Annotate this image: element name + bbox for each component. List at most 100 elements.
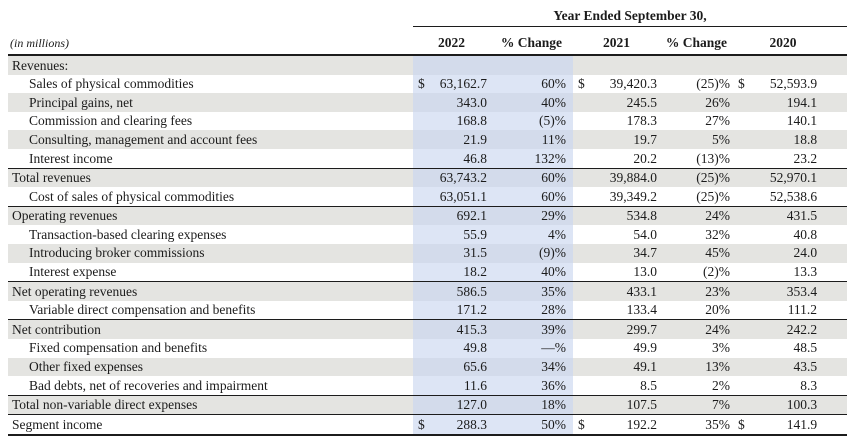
- value-text: 23%: [705, 283, 730, 299]
- value-2021: 20.2: [573, 148, 660, 169]
- table-row: Segment income $288.3 50% $192.2 35% $14…: [8, 414, 848, 436]
- value-text: (25)%: [696, 76, 730, 92]
- value-2022: 415.3: [413, 319, 490, 339]
- value-text: 245.5: [626, 94, 657, 110]
- value-pct-change-1: 18%: [490, 395, 573, 416]
- value-text: 178.3: [626, 113, 657, 129]
- value-text: 43.5: [793, 359, 818, 375]
- value-2021: 245.5: [573, 93, 660, 112]
- table-row: Other fixed expenses 65.6 34% 49.1 13% 4…: [8, 357, 848, 377]
- value-text: 39,420.3: [609, 76, 657, 92]
- table-row: Operating revenues 692.1 29% 534.8 24% 4…: [8, 206, 848, 226]
- row-label: Interest income: [8, 148, 413, 169]
- table-row: Revenues:: [8, 55, 848, 75]
- value-text: 63,051.1: [439, 188, 487, 204]
- value-2020: $141.9: [733, 414, 848, 436]
- value-text: 49.1: [633, 359, 657, 375]
- value-pct-change-2: 3%: [660, 338, 733, 358]
- table-row: Bad debts, net of recoveries and impairm…: [8, 376, 848, 396]
- row-label: Cost of sales of physical commodities: [8, 187, 413, 207]
- table-row: Sales of physical commodities $63,162.7 …: [8, 74, 848, 94]
- value-2021: $39,420.3: [573, 74, 660, 94]
- value-text: 288.3: [456, 416, 487, 432]
- value-text: (9)%: [539, 245, 566, 261]
- value-text: 11.6: [463, 377, 487, 393]
- value-2020: 140.1: [733, 111, 848, 131]
- value-pct-change-1: 39%: [490, 319, 573, 339]
- value-text: 127.0: [456, 397, 487, 413]
- value-2020: [733, 55, 848, 75]
- value-pct-change-1: 50%: [490, 414, 573, 436]
- value-pct-change-2: (25)%: [660, 187, 733, 207]
- row-label: Interest expense: [8, 262, 413, 283]
- value-text: 100.3: [786, 397, 818, 413]
- value-text: 63,743.2: [439, 170, 487, 186]
- value-text: 7%: [712, 397, 730, 413]
- table-row: Commission and clearing fees 168.8 (5)% …: [8, 111, 848, 131]
- value-text: 18.2: [463, 264, 487, 280]
- value-text: 40.8: [793, 226, 818, 242]
- value-2020: 13.3: [733, 262, 848, 283]
- value-text: 192.2: [626, 416, 657, 432]
- value-text: 63,162.7: [439, 76, 487, 92]
- value-pct-change-2: 27%: [660, 111, 733, 131]
- value-text: 40%: [541, 264, 566, 280]
- value-2021: 19.7: [573, 130, 660, 149]
- value-pct-change-2: [660, 55, 733, 75]
- value-text: 60%: [541, 76, 566, 92]
- table-row: Interest expense 18.2 40% 13.0 (2)% 13.3: [8, 262, 848, 283]
- value-pct-change-2: 45%: [660, 243, 733, 263]
- value-pct-change-2: (13)%: [660, 148, 733, 169]
- value-text: 4%: [548, 226, 566, 242]
- value-text: 586.5: [456, 283, 487, 299]
- value-text: 23.2: [793, 150, 818, 166]
- row-label: Segment income: [8, 414, 413, 436]
- value-2022: $288.3: [413, 414, 490, 436]
- value-2022: 692.1: [413, 206, 490, 226]
- value-pct-change-2: 5%: [660, 130, 733, 149]
- value-pct-change-1: 36%: [490, 376, 573, 396]
- value-pct-change-1: 35%: [490, 281, 573, 301]
- table-row: Variable direct compensation and benefit…: [8, 300, 848, 321]
- value-2020: 242.2: [733, 319, 848, 339]
- value-2022: 21.9: [413, 130, 490, 149]
- value-pct-change-1: 34%: [490, 357, 573, 377]
- value-text: 45%: [705, 245, 730, 261]
- value-pct-change-2: 20%: [660, 300, 733, 321]
- value-2021: 39,884.0: [573, 168, 660, 188]
- value-2020: 100.3: [733, 395, 848, 416]
- value-text: 8.5: [640, 377, 657, 393]
- value-2022: 171.2: [413, 300, 490, 321]
- value-pct-change-2: (2)%: [660, 262, 733, 283]
- value-text: 24%: [705, 321, 730, 337]
- value-pct-change-2: 13%: [660, 357, 733, 377]
- value-2022: 11.6: [413, 376, 490, 396]
- value-2020: 52,538.6: [733, 187, 848, 207]
- value-2020: 8.3: [733, 376, 848, 396]
- value-text: 11%: [541, 131, 566, 147]
- value-2022: 586.5: [413, 281, 490, 301]
- value-text: 24%: [705, 208, 730, 224]
- value-text: 29%: [541, 208, 566, 224]
- row-label: Total revenues: [8, 168, 413, 188]
- value-text: 353.4: [786, 283, 818, 299]
- value-text: 48.5: [793, 340, 818, 356]
- value-text: 18.8: [793, 131, 818, 147]
- value-pct-change-1: 4%: [490, 225, 573, 244]
- dollar-sign: $: [418, 76, 425, 92]
- value-2022: 18.2: [413, 262, 490, 283]
- value-2021: 534.8: [573, 206, 660, 226]
- value-2021: 54.0: [573, 225, 660, 244]
- value-text: 133.4: [626, 302, 657, 318]
- value-text: 140.1: [786, 113, 818, 129]
- row-label: Operating revenues: [8, 206, 413, 226]
- value-text: 2%: [712, 377, 730, 393]
- value-2021: 433.1: [573, 281, 660, 301]
- value-pct-change-1: (9)%: [490, 243, 573, 263]
- value-text: 19.7: [633, 131, 657, 147]
- value-pct-change-1: [490, 55, 573, 75]
- value-text: 60%: [541, 170, 566, 186]
- year-span-header-row: Year Ended September 30,: [8, 3, 848, 27]
- row-label: Fixed compensation and benefits: [8, 338, 413, 358]
